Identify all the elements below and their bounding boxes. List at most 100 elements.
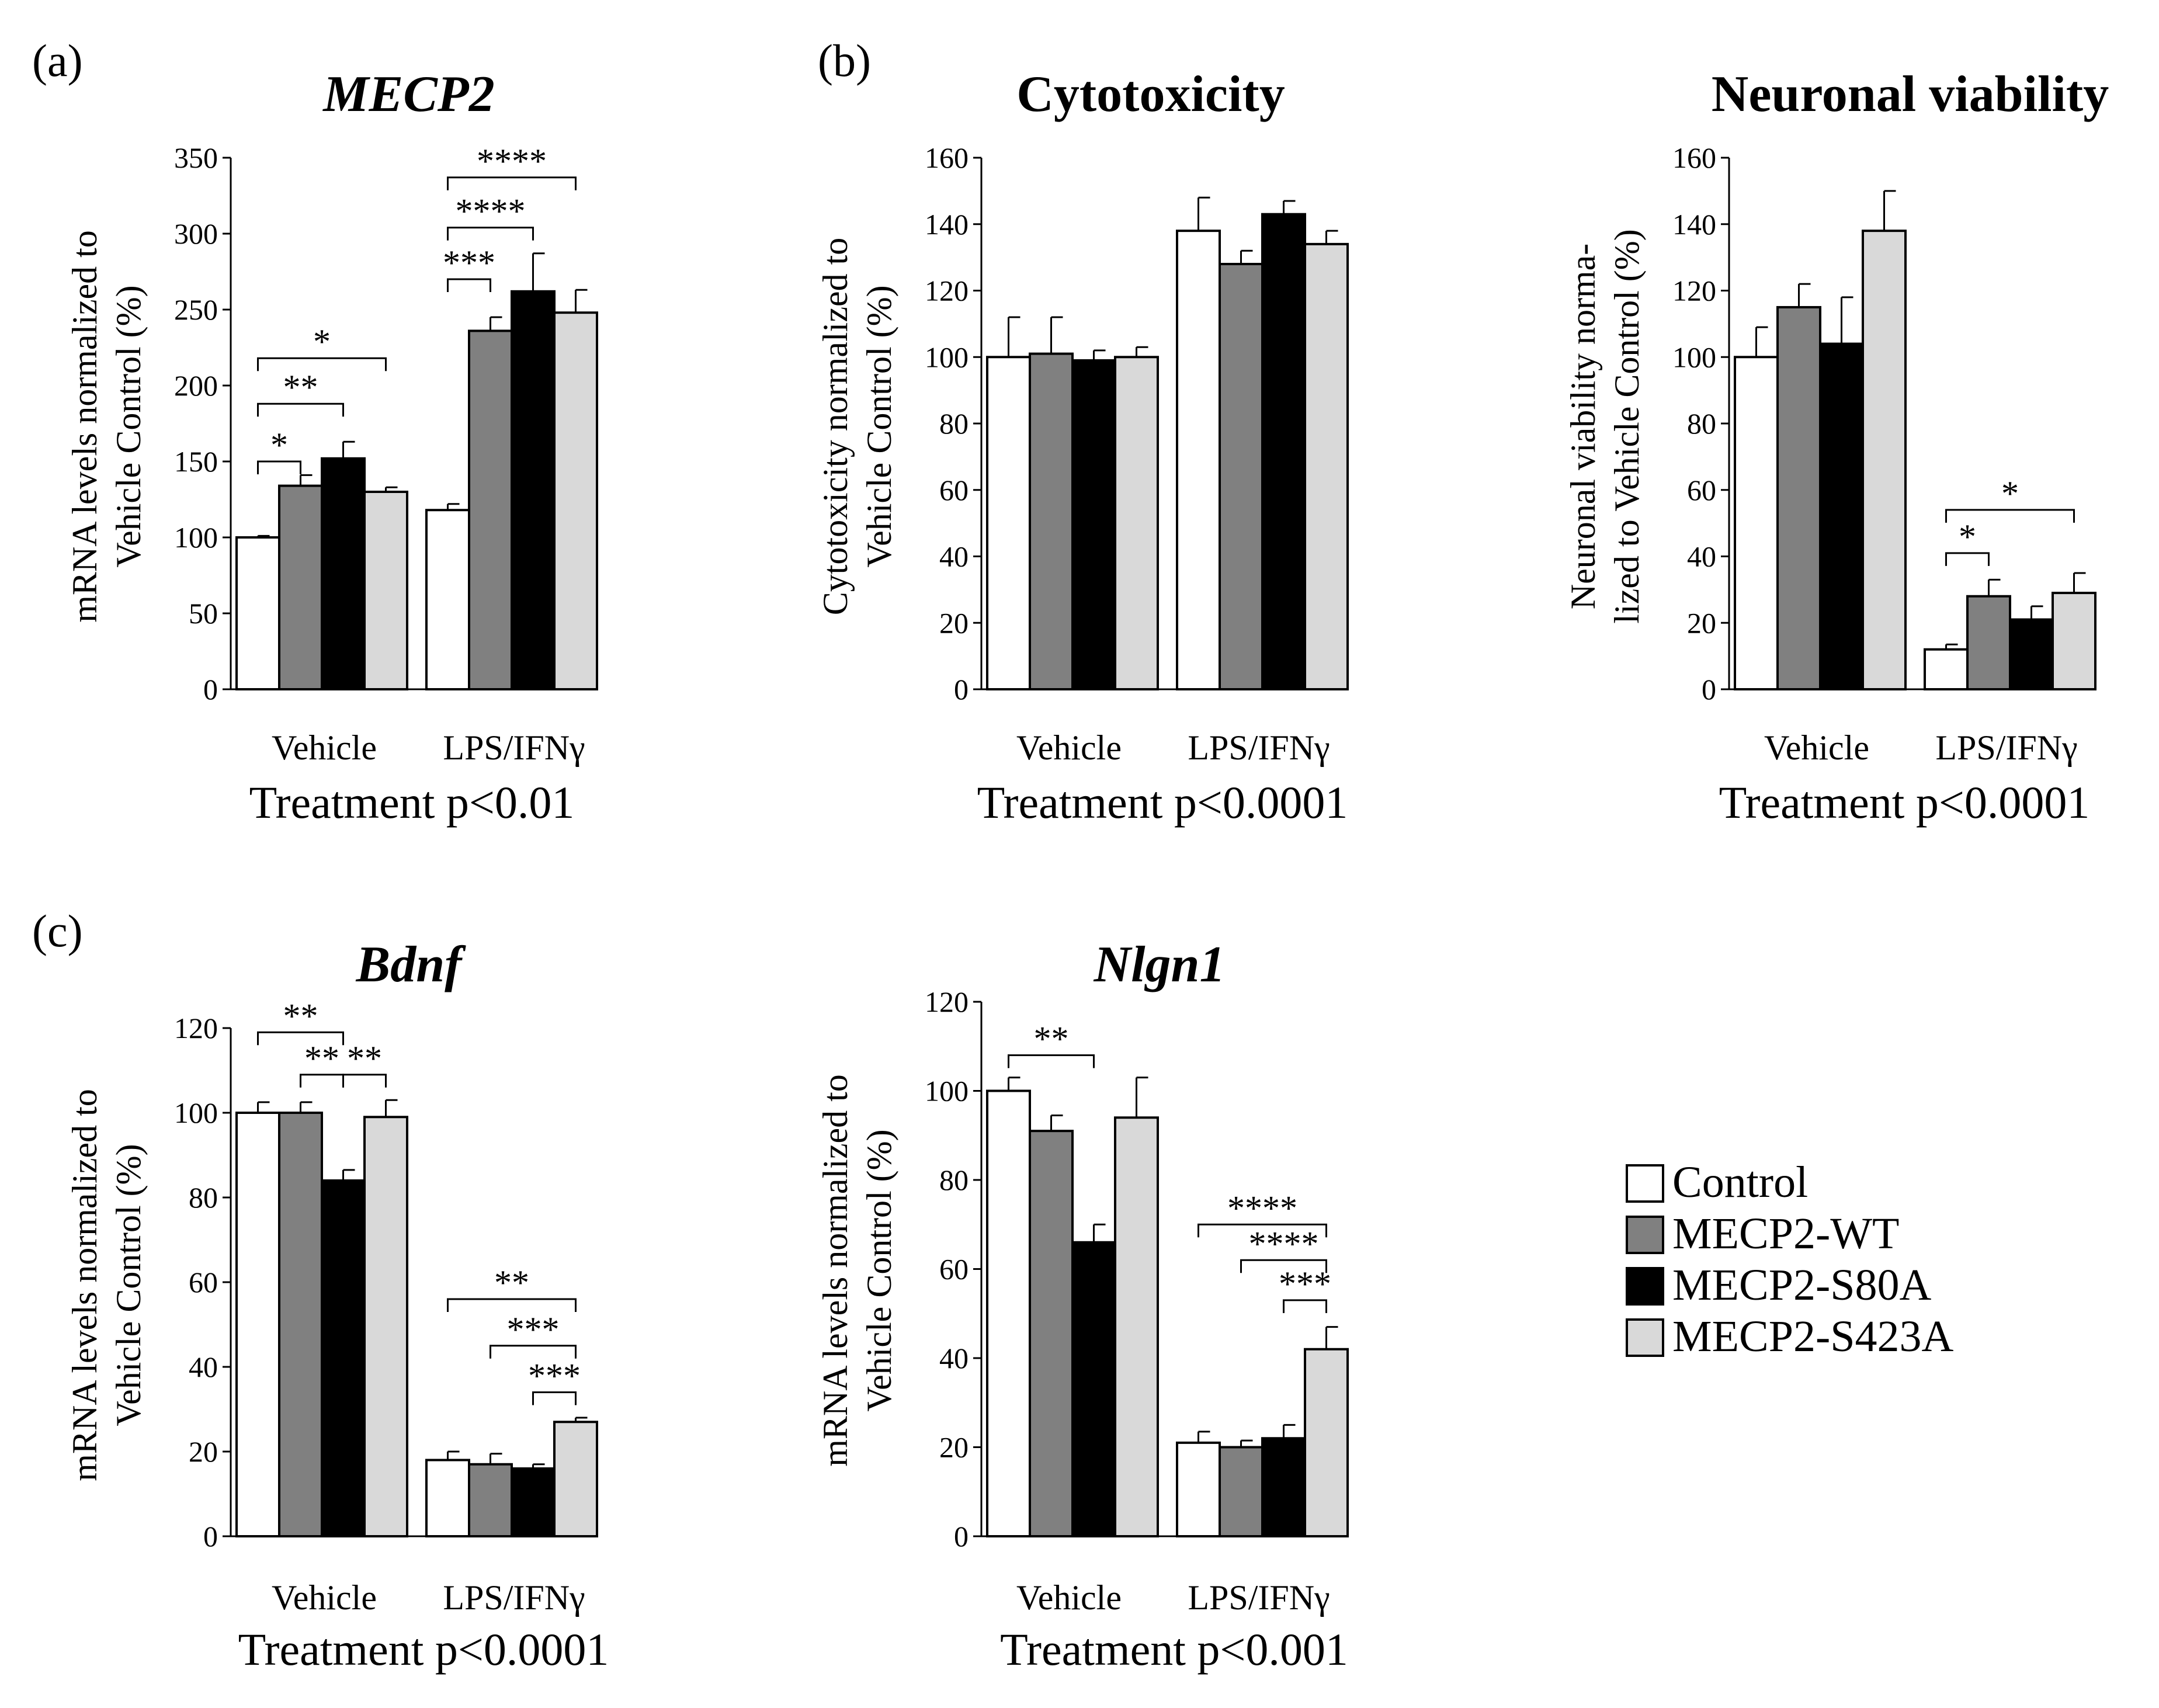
y-axis-label-line-1: mRNA levels normalized to [816, 1074, 855, 1467]
significance-label: ** [494, 1263, 529, 1302]
y-tick-label: 60 [939, 1253, 969, 1286]
panel-label-a: (a) [32, 35, 83, 86]
chart-bdnf: (c) Bdnf mRNA levels normalized to Vehic… [32, 905, 609, 1675]
chart-title: MECP2 [322, 66, 494, 123]
y-tick-label: 80 [939, 407, 969, 440]
bar-mecp2-wt-vehicle [1029, 1130, 1074, 1537]
y-tick-label: 120 [1672, 275, 1716, 307]
significance-label: *** [507, 1310, 560, 1349]
bar-control-vehicle [235, 1112, 280, 1537]
y-tick-label: 20 [1687, 606, 1716, 639]
y-tick-label: 350 [174, 141, 218, 174]
significance-bracket [447, 278, 491, 292]
significance-label: *** [528, 1357, 581, 1395]
y-axis-label-line-2: Vehicle Control (%) [109, 285, 148, 567]
y-tick-label: 20 [939, 1431, 969, 1464]
y-axis-label: Neuronal viability norma- lized to Vehic… [1564, 229, 1646, 623]
y-tick-label: 160 [925, 141, 969, 174]
y-tick-label: 120 [925, 275, 969, 307]
category-label-vehicle: Vehicle [272, 1578, 377, 1617]
chart-cytotoxicity: (b) Cytotoxicity Cytotoxicity normalized… [816, 35, 1349, 828]
significance-label: ** [283, 997, 318, 1035]
legend-swatch [1626, 1164, 1664, 1203]
panel-label-b: (b) [818, 35, 871, 86]
category-label-vehicle: Vehicle [1016, 1578, 1122, 1617]
significance-label: * [313, 322, 331, 361]
legend-swatch [1626, 1267, 1664, 1306]
category-label-lps: LPS/IFNγ [443, 728, 585, 767]
bar-control-lps [1176, 230, 1221, 690]
y-tick-label: 250 [174, 293, 218, 326]
bar-control-vehicle [986, 1089, 1031, 1537]
y-tick-label: 40 [189, 1351, 218, 1383]
significance-bracket [1008, 1054, 1095, 1068]
y-axis-label-line-2: lized to Vehicle Control (%) [1608, 229, 1646, 623]
y-tick-label: 80 [939, 1164, 969, 1196]
y-tick-label: 150 [174, 445, 218, 478]
y-axis-label-line-1: mRNA levels normalized to [65, 230, 104, 623]
significance-bracket [447, 1298, 577, 1312]
y-tick-label: 120 [925, 985, 969, 1018]
y-axis-label-line-1: Neuronal viability norma- [1564, 244, 1602, 609]
y-tick-label: 80 [189, 1181, 218, 1214]
significance-label: ** [304, 1039, 339, 1078]
x-axis-label: Treatment p<0.001 [1000, 1624, 1348, 1675]
bar-mecp2-wt-vehicle [278, 1112, 323, 1537]
y-axis-label: mRNA levels normalized to Vehicle Contro… [816, 1074, 898, 1467]
legend-label: Control [1672, 1158, 1808, 1207]
significance-label: **** [1249, 1224, 1319, 1263]
significance-label: *** [1279, 1265, 1331, 1303]
bar-mecp2-s80a-lps [1261, 1437, 1306, 1537]
significance-label: ** [283, 368, 318, 407]
significance-label: ** [347, 1039, 382, 1078]
bar-mecp2-wt-vehicle [278, 484, 323, 690]
bar-control-vehicle [1734, 356, 1779, 690]
bar-control-lps [425, 1459, 470, 1537]
bar-mecp2-s423a-lps [2052, 592, 2096, 690]
significance-label: * [1959, 518, 1976, 556]
bar-control-lps [1924, 648, 1969, 690]
significance-bracket [1283, 1299, 1327, 1313]
category-label-vehicle: Vehicle [1764, 728, 1869, 767]
chart-title: Cytotoxicity [1016, 66, 1285, 123]
legend: Control MECP2-WT MECP2-S80A MECP2-S423A [1626, 1158, 1954, 1361]
y-axis-label-line-1: mRNA levels normalized to [65, 1089, 104, 1481]
significance-bracket [490, 1345, 577, 1359]
bar-mecp2-wt-vehicle [1776, 306, 1821, 690]
y-tick-label: 100 [925, 1075, 969, 1108]
bar-mecp2-s423a-lps [1304, 1348, 1349, 1537]
bar-mecp2-wt-lps [1219, 263, 1264, 690]
significance-bracket [447, 227, 534, 241]
y-tick-label: 40 [939, 540, 969, 573]
bar-mecp2-wt-lps [1219, 1446, 1264, 1537]
bar-mecp2-wt-lps [468, 329, 513, 690]
y-tick-label: 40 [939, 1342, 969, 1374]
significance-bracket [532, 1391, 577, 1405]
plot-area: 0 20 40 60 80 100 120 140 160 * * [1672, 141, 2096, 706]
y-tick-label: 100 [1672, 341, 1716, 373]
bar-mecp2-s80a-lps [511, 290, 556, 691]
x-axis-label: Treatment p<0.01 [249, 777, 575, 828]
legend-item-control: Control [1626, 1158, 1808, 1207]
bar-mecp2-wt-lps [1966, 595, 2011, 690]
y-tick-label: 0 [954, 1520, 969, 1553]
significance-bracket [257, 402, 344, 417]
bar-mecp2-wt-vehicle [1029, 352, 1074, 690]
bar-mecp2-s423a-vehicle [1862, 230, 1907, 690]
legend-item-mecp2-wt: MECP2-WT [1626, 1209, 1899, 1258]
y-tick-label: 60 [189, 1266, 218, 1299]
y-axis-label-line-2: Vehicle Control (%) [109, 1144, 148, 1426]
bar-control-lps [1176, 1441, 1221, 1537]
legend-label: MECP2-S80A [1672, 1261, 1932, 1310]
legend-item-mecp2-s423a: MECP2-S423A [1626, 1312, 1954, 1361]
bar-mecp2-wt-lps [468, 1463, 513, 1537]
significance-label: **** [1227, 1189, 1297, 1227]
plot-area: 0 20 40 60 80 100 120 140 160 [925, 141, 1349, 706]
bar-mecp2-s423a-vehicle [363, 491, 408, 690]
y-axis-label: mRNA levels normalized to Vehicle Contro… [65, 1089, 148, 1481]
legend-swatch [1626, 1318, 1664, 1357]
significance-bracket [1197, 1223, 1327, 1238]
category-label-lps: LPS/IFNγ [443, 1578, 585, 1617]
